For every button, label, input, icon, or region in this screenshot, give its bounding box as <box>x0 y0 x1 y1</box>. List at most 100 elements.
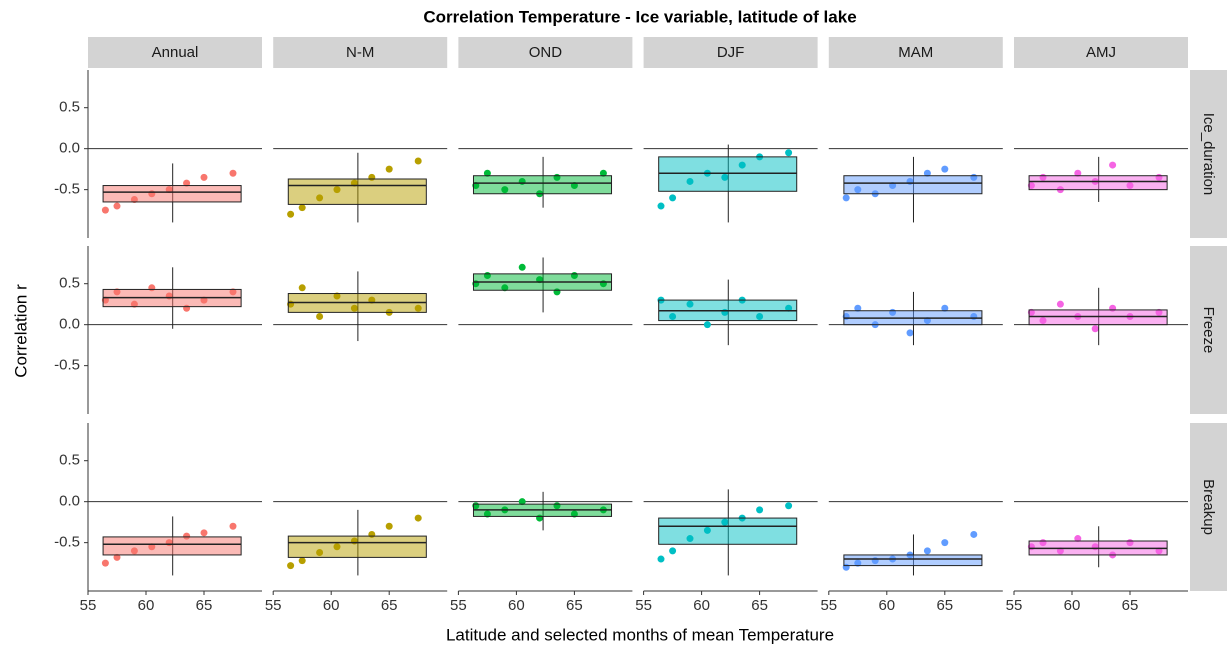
point <box>657 555 665 563</box>
point <box>287 562 295 570</box>
point <box>101 559 109 567</box>
strip <box>828 37 1003 68</box>
point <box>298 204 306 212</box>
x-tick-label: 65 <box>381 597 398 614</box>
strip-label: Annual <box>152 44 199 61</box>
x-tick-label: 60 <box>1064 597 1081 614</box>
point <box>1109 161 1117 169</box>
x-tick-label: 60 <box>138 597 155 614</box>
point <box>1056 300 1064 308</box>
strip <box>1190 246 1227 414</box>
strip <box>458 37 633 68</box>
point <box>669 547 677 555</box>
point <box>518 263 526 271</box>
x-tick-label: 60 <box>693 597 710 614</box>
point <box>229 522 237 530</box>
x-tick-label: 55 <box>635 597 652 614</box>
point <box>385 522 393 530</box>
strip <box>1190 423 1227 591</box>
strip-label: Breakup <box>1200 479 1217 535</box>
y-tick-label: -0.5 <box>54 181 80 198</box>
point <box>101 206 109 214</box>
y-tick-label: -0.5 <box>54 534 80 551</box>
point <box>703 321 711 329</box>
strip-label: AMJ <box>1086 44 1116 61</box>
x-axis-title: Latitude and selected months of mean Tem… <box>446 625 834 644</box>
x-tick-label: 55 <box>1006 597 1023 614</box>
box <box>287 178 427 205</box>
strip <box>1190 70 1227 238</box>
point <box>854 304 862 312</box>
point <box>113 553 121 561</box>
strip-label: MAM <box>898 44 933 61</box>
box <box>472 175 613 195</box>
point <box>183 179 191 187</box>
point <box>518 498 526 506</box>
strip <box>1014 37 1188 68</box>
point <box>287 210 295 218</box>
point <box>200 173 208 181</box>
point <box>113 202 121 210</box>
point <box>414 514 422 522</box>
strip-label: N-M <box>346 44 374 61</box>
x-tick-label: 65 <box>566 597 583 614</box>
point <box>385 165 393 173</box>
strip <box>273 37 448 68</box>
point <box>483 169 491 177</box>
box <box>843 175 983 195</box>
point <box>906 329 914 337</box>
strip-label: Ice_duration <box>1200 113 1217 196</box>
x-tick-label: 55 <box>80 597 97 614</box>
box <box>287 535 427 558</box>
box <box>658 156 798 192</box>
box <box>1028 175 1168 191</box>
box <box>658 517 798 545</box>
point <box>941 539 949 547</box>
point <box>316 312 324 320</box>
x-tick-label: 60 <box>323 597 340 614</box>
y-tick-label: 0.0 <box>59 493 80 510</box>
point <box>414 157 422 165</box>
y-tick-label: 0.5 <box>59 99 80 116</box>
x-tick-label: 65 <box>1122 597 1139 614</box>
box <box>102 185 242 203</box>
x-tick-label: 55 <box>450 597 467 614</box>
strip-label: DJF <box>717 44 745 61</box>
strip-label: Freeze <box>1200 307 1217 354</box>
y-axis-title: Correlation r <box>11 284 30 378</box>
point <box>941 165 949 173</box>
point <box>970 530 978 538</box>
point <box>756 506 764 514</box>
x-tick-label: 60 <box>508 597 525 614</box>
x-tick-label: 60 <box>878 597 895 614</box>
point <box>923 169 931 177</box>
y-tick-label: -0.5 <box>54 357 80 374</box>
point <box>1074 169 1082 177</box>
point <box>923 547 931 555</box>
strip-label: OND <box>529 44 563 61</box>
x-tick-label: 55 <box>265 597 282 614</box>
box <box>102 536 242 556</box>
point <box>298 557 306 565</box>
chart-title: Correlation Temperature - Ice variable, … <box>423 7 856 26</box>
point <box>669 194 677 202</box>
y-tick-label: 0.0 <box>59 140 80 157</box>
point <box>1091 325 1099 333</box>
y-tick-label: 0.0 <box>59 316 80 333</box>
point <box>842 194 850 202</box>
box <box>1028 309 1168 326</box>
x-tick-label: 65 <box>936 597 953 614</box>
x-tick-label: 65 <box>751 597 768 614</box>
y-tick-label: 0.5 <box>59 275 80 292</box>
point <box>200 529 208 537</box>
point <box>599 169 607 177</box>
point <box>229 169 237 177</box>
x-tick-label: 55 <box>820 597 837 614</box>
point <box>657 202 665 210</box>
x-tick-label: 65 <box>196 597 213 614</box>
point <box>785 502 793 510</box>
point <box>785 149 793 157</box>
strip <box>643 37 818 68</box>
point <box>1074 535 1082 543</box>
